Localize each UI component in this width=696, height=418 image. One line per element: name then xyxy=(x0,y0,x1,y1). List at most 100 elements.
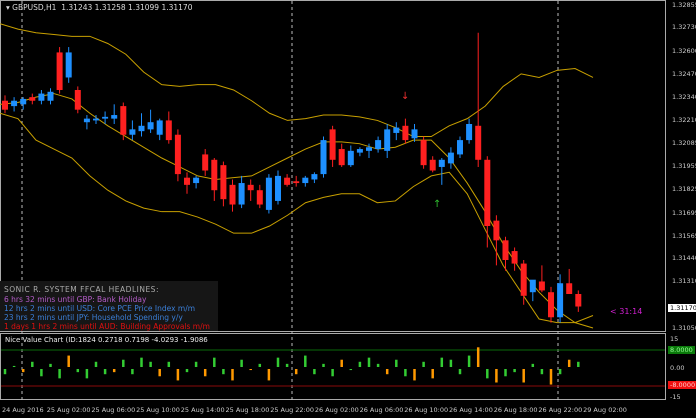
bear-candle xyxy=(502,240,509,260)
bull-candle xyxy=(320,140,327,175)
news-item: 12 hrs 2 mins until USD: Core PCE Price … xyxy=(4,304,196,313)
time-tick: 25 Aug 02:00 xyxy=(46,406,91,414)
bull-candle xyxy=(102,116,109,119)
bear-candle xyxy=(429,159,436,171)
price-tick: 1.31695 xyxy=(672,208,696,217)
lower-level-tag: -8.0000 xyxy=(668,381,696,389)
bull-candle xyxy=(11,100,18,107)
bear-candle xyxy=(165,120,172,141)
bear-candle xyxy=(247,184,254,191)
main-pane-border xyxy=(0,0,666,332)
bull-candle xyxy=(193,177,200,184)
bull-candle xyxy=(111,115,118,119)
bull-candle xyxy=(393,127,400,133)
bear-candle xyxy=(329,129,336,160)
bull-candle xyxy=(156,120,163,135)
price-tick: 1.31565 xyxy=(672,231,696,240)
bear-candle xyxy=(402,125,409,141)
time-tick: 25 Aug 10:00 xyxy=(136,406,180,414)
news-item: 23 hrs 2 mins until JPY: Household Spend… xyxy=(4,313,183,322)
time-tick: 25 Aug 18:00 xyxy=(225,406,270,414)
price-tick: 1.32340 xyxy=(672,93,696,102)
bull-candle xyxy=(275,175,281,201)
price-tick: 1.31310 xyxy=(672,277,696,286)
time-tick: 25 Aug 14:00 xyxy=(180,406,225,414)
bull-candle xyxy=(47,91,54,101)
time-tick: 25 Aug 06:00 xyxy=(91,406,136,414)
bull-candle xyxy=(238,183,245,205)
bull-candle xyxy=(375,140,382,150)
time-tick: 26 Aug 06:00 xyxy=(359,406,404,414)
indicator-tick: 0.00 xyxy=(670,364,685,372)
bear-candle xyxy=(2,100,8,110)
bull-candle xyxy=(147,122,154,130)
bull-candle xyxy=(466,124,473,141)
price-tick: 1.32210 xyxy=(672,116,696,125)
price-tick: 1.32085 xyxy=(672,138,696,147)
time-tick: 26 Aug 22:00 xyxy=(538,406,583,414)
bear-candle xyxy=(338,149,345,166)
indicator-tick: -15 xyxy=(670,393,681,401)
buy-arrow-icon: ↑ xyxy=(433,199,441,210)
bear-candle xyxy=(284,177,291,185)
symbol-label: GBPUSD,H1 xyxy=(12,3,57,12)
bear-candle xyxy=(475,125,482,160)
price-tick: 1.32855 xyxy=(672,1,696,9)
ohlc-values: 1.31243 1.31258 1.31099 1.31170 xyxy=(61,3,193,12)
bull-candle xyxy=(529,279,536,293)
news-item: 1 days 1 hrs 2 mins until AUD: Building … xyxy=(4,322,210,331)
bull-candle xyxy=(411,129,418,139)
bear-candle xyxy=(566,283,573,294)
bear-candle xyxy=(202,154,209,171)
bear-candle xyxy=(184,177,190,185)
price-tick: 1.31050 xyxy=(672,324,696,332)
bear-candle xyxy=(29,97,36,101)
bull-candle xyxy=(83,118,90,123)
bull-candle xyxy=(457,140,463,155)
news-title: SONIC R. SYSTEM FFCAL HEADLINES: xyxy=(4,285,159,294)
bear-candle xyxy=(174,134,181,175)
price-tick: 1.32600 xyxy=(672,46,696,55)
bear-candle xyxy=(211,159,218,191)
bear-candle xyxy=(420,140,427,166)
price-tick: 1.32730 xyxy=(672,23,696,32)
bull-candle xyxy=(356,149,363,153)
indicator-title: Nice Value Chart (ID:1824 0.2718 0.7198 … xyxy=(5,336,208,344)
time-tick: 26 Aug 18:00 xyxy=(493,406,538,414)
indicator-tick: 15 xyxy=(670,335,679,343)
bear-candle xyxy=(575,294,582,307)
bull-candle xyxy=(65,52,72,78)
bull-candle xyxy=(311,174,318,180)
bull-candle xyxy=(20,98,27,105)
bull-candle xyxy=(38,93,45,101)
indicator-pane-border xyxy=(0,333,666,400)
band-upper-line xyxy=(0,23,594,138)
upper-level-tag: 8.0000 xyxy=(668,346,695,354)
bull-candle xyxy=(129,129,136,135)
bull-candle xyxy=(347,150,354,166)
sell-arrow-icon: ↓ xyxy=(401,91,409,102)
bull-candle xyxy=(384,129,391,151)
bull-candle xyxy=(438,159,445,167)
price-tick: 1.31825 xyxy=(672,185,696,194)
news-item: 6 hrs 32 mins until GBP: Bank Holiday xyxy=(4,295,147,304)
time-tick: 29 Aug 02:00 xyxy=(583,406,627,414)
bull-candle xyxy=(557,283,564,318)
bull-candle xyxy=(93,118,99,121)
chart-header: ▾ GBPUSD,H1 1.31243 1.31258 1.31099 1.31… xyxy=(6,3,193,12)
time-tick: 26 Aug 14:00 xyxy=(449,406,493,414)
bull-candle xyxy=(447,152,454,164)
bear-candle xyxy=(293,181,300,184)
news-panel: SONIC R. SYSTEM FFCAL HEADLINES: 6 hrs 3… xyxy=(0,281,218,331)
current-price-tag: 1.31170 xyxy=(668,304,696,312)
bull-candle xyxy=(366,147,372,151)
bull-candle xyxy=(138,125,145,132)
bear-candle xyxy=(520,263,527,296)
bear-candle xyxy=(538,281,545,291)
bull-candle xyxy=(265,177,272,210)
time-tick: 26 Aug 02:00 xyxy=(314,406,359,414)
time-tick: 26 Aug 10:00 xyxy=(404,406,449,414)
bear-candle xyxy=(120,106,127,135)
time-tick: 24 Aug 2016 xyxy=(2,406,44,414)
